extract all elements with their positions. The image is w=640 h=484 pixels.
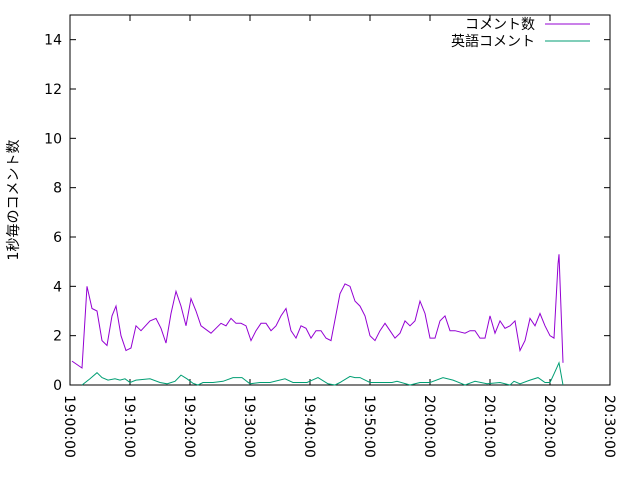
series-line-1 [71,254,564,369]
x-tick-label: 20:20:00 [541,395,557,458]
y-tick-label: 8 [53,181,62,197]
legend-label: コメント数 [465,17,535,33]
axes: 0 2 4 6 8 10 12 14 19:00:00 19:10:00 19:20:00 19:30… [44,14,617,458]
y-axis-label: 1秒毎のコメント数 [6,140,22,261]
y-tick-label: 2 [53,329,62,345]
plot-frame [69,14,611,386]
x-tick-label: 19:00:00 [61,395,77,458]
y-tick-label: 6 [53,230,62,246]
x-tick-label: 20:00:00 [421,395,437,458]
x-tick-label: 19:30:00 [241,395,257,458]
legend-label: 英語コメント [451,33,535,50]
series-layer [71,254,564,386]
y-tick-label: 4 [53,279,62,295]
x-tick-label: 20:30:00 [601,395,617,458]
x-tick-label: 19:10:00 [121,395,137,458]
x-tick-label: 19:40:00 [301,395,317,458]
y-tick-label: 0 [53,378,62,394]
x-tick-label: 20:10:00 [481,395,497,458]
y-tick-label: 14 [44,33,62,49]
x-tick-label: 19:20:00 [181,395,197,458]
x-tick-label: 19:50:00 [361,395,377,458]
y-tick-label: 10 [44,131,62,147]
series-line-2 [81,361,564,386]
y-tick-label: 12 [44,82,62,98]
